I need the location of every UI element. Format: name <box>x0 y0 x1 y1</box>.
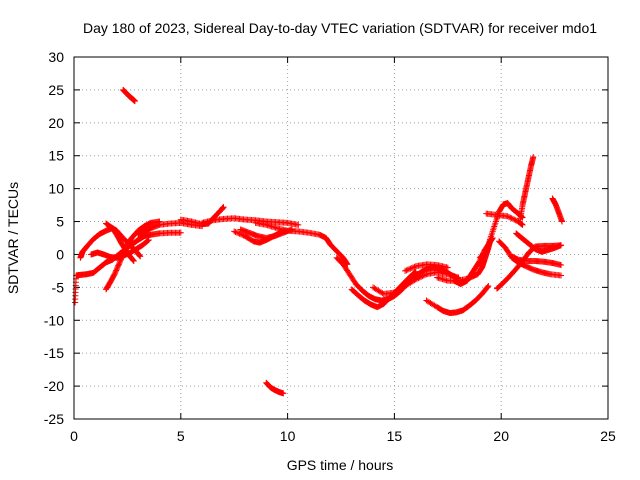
data-point <box>530 154 537 161</box>
series-arc-27 <box>517 154 537 222</box>
series-arc-21 <box>476 200 526 261</box>
data-point <box>416 274 423 281</box>
data-point <box>403 267 410 274</box>
data-point <box>406 266 413 273</box>
data-point <box>236 230 243 237</box>
y-tick-label: 5 <box>56 214 64 230</box>
series-arc-5 <box>88 236 152 261</box>
data-point <box>231 228 238 235</box>
data-point <box>509 215 516 222</box>
chart-title: Day 180 of 2023, Sidereal Day-to-day VTE… <box>83 20 597 36</box>
y-tick-label: 25 <box>48 82 64 98</box>
y-axis-title: SDTVAR / TECUs <box>5 182 21 294</box>
data-point <box>232 228 239 235</box>
data-point <box>508 215 515 222</box>
data-point <box>220 204 227 211</box>
data-point <box>137 253 144 260</box>
data-point <box>131 98 138 105</box>
y-tick-label: 30 <box>48 49 64 65</box>
grid-lines <box>74 57 608 419</box>
data-point <box>519 221 526 228</box>
data-point <box>559 218 566 225</box>
data-point <box>415 275 422 282</box>
y-tick-label: 0 <box>56 246 64 262</box>
series-arc-9 <box>199 215 302 228</box>
data-point <box>130 257 137 264</box>
x-tick-label: 25 <box>600 428 616 444</box>
data-point <box>419 273 426 280</box>
y-tick-label: 20 <box>48 115 64 131</box>
series-arc-12 <box>252 219 351 268</box>
y-tick-label: -5 <box>52 279 65 295</box>
data-point <box>507 214 514 221</box>
data-point <box>558 242 565 249</box>
data-point <box>558 272 565 279</box>
x-tick-label: 5 <box>177 428 185 444</box>
data-point <box>136 252 143 259</box>
data-point <box>444 264 451 271</box>
series-arc-28 <box>549 195 566 225</box>
data-point <box>402 267 409 274</box>
data-point <box>505 213 512 220</box>
data-point <box>558 261 565 268</box>
y-tick-label: 10 <box>48 181 64 197</box>
data-point <box>420 272 427 279</box>
x-tick-label: 10 <box>280 428 296 444</box>
data-point <box>295 221 302 228</box>
series-arc-8 <box>177 204 227 228</box>
y-tick-label: -20 <box>44 378 64 394</box>
data-point <box>280 390 287 397</box>
series-arc-16 <box>370 269 462 297</box>
data-point <box>408 265 415 272</box>
data-point <box>422 271 429 278</box>
data-point <box>485 283 492 290</box>
y-tick-label: -15 <box>44 345 64 361</box>
series-arc-6 <box>120 86 138 105</box>
data-point <box>504 213 511 220</box>
data-point <box>511 216 518 223</box>
data-point <box>404 266 411 273</box>
series-arc-26 <box>513 230 565 255</box>
y-tick-label: -25 <box>44 411 64 427</box>
x-tick-label: 20 <box>493 428 509 444</box>
data-point <box>177 229 184 236</box>
x-axis-title: GPS time / hours <box>287 457 394 473</box>
data-point <box>145 236 152 243</box>
data-point <box>410 264 417 271</box>
data-point <box>411 269 418 276</box>
x-tick-label: 0 <box>70 428 78 444</box>
data-point <box>412 276 419 283</box>
series-arc-25 <box>508 253 565 268</box>
data-point <box>239 231 246 238</box>
series-arc-22 <box>483 210 526 228</box>
series-arc-19 <box>434 236 494 284</box>
data-point <box>484 284 491 291</box>
data-marks <box>72 86 566 397</box>
y-tick-label: -10 <box>44 312 64 328</box>
data-point <box>411 263 418 270</box>
data-point <box>414 275 421 282</box>
series-arc-17 <box>402 261 451 274</box>
data-point <box>136 252 143 259</box>
series-arc-18 <box>423 283 492 317</box>
data-point <box>418 273 425 280</box>
data-point <box>144 237 151 244</box>
data-point <box>411 277 418 284</box>
data-point <box>407 265 414 272</box>
data-point <box>412 268 419 275</box>
series-arc-13 <box>263 379 287 397</box>
data-point <box>130 258 137 265</box>
data-point <box>512 217 519 224</box>
data-point <box>233 229 240 236</box>
data-point <box>129 256 136 263</box>
data-point <box>235 230 242 237</box>
y-tick-label: 15 <box>48 148 64 164</box>
x-tick-label: 15 <box>387 428 403 444</box>
axis-ticks: -25 -20 -15 -10 -5 0 5 10 15 20 25 30 0 5 10 15 20 25 <box>44 49 616 444</box>
plot-frame <box>73 56 609 420</box>
